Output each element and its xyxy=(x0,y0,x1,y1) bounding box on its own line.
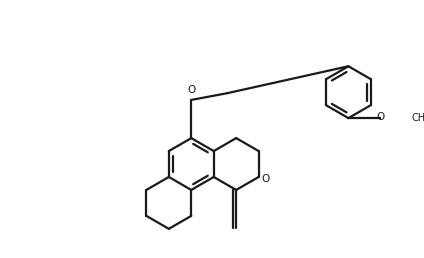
Text: CH₃: CH₃ xyxy=(411,113,424,123)
Text: O: O xyxy=(261,174,270,184)
Text: O: O xyxy=(187,85,195,95)
Text: O: O xyxy=(376,112,385,122)
